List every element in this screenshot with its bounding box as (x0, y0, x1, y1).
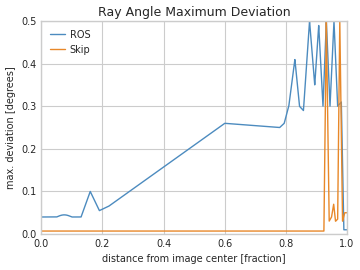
Skip (339, 101, 343, 104)
Line: Skip: Skip (41, 21, 347, 231)
ROS (92, 198, 96, 202)
Skip (345, 211, 349, 214)
ROS (39, 215, 44, 219)
Skip (74, 230, 78, 233)
Y-axis label: max. deviation [degrees]: max. deviation [degrees] (5, 66, 15, 189)
Skip (39, 230, 44, 233)
Skip (338, 20, 342, 23)
ROS (74, 215, 78, 219)
Title: Ray Angle Maximum Deviation: Ray Angle Maximum Deviation (98, 6, 291, 19)
Line: ROS: ROS (41, 21, 347, 230)
ROS (339, 101, 343, 104)
ROS (170, 160, 174, 163)
Skip (156, 230, 161, 233)
Skip (92, 230, 96, 233)
X-axis label: distance from image center [fraction]: distance from image center [fraction] (102, 254, 286, 264)
ROS (345, 228, 349, 231)
ROS (342, 228, 346, 231)
Skip (306, 230, 310, 233)
ROS (156, 169, 161, 172)
ROS (306, 43, 310, 47)
Legend: ROS, Skip: ROS, Skip (46, 26, 94, 59)
ROS (332, 20, 336, 23)
Skip (170, 230, 174, 233)
